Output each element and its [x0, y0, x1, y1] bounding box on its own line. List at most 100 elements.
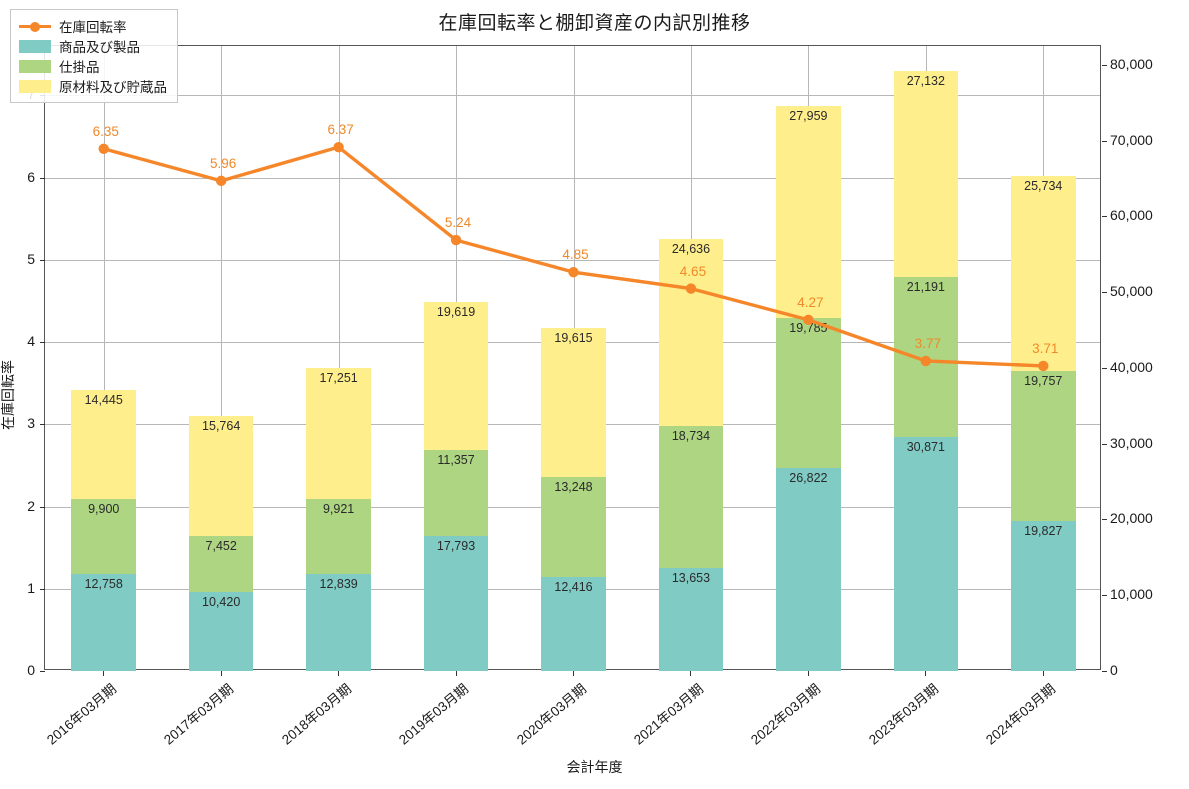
y-tick-mark-right: [1102, 64, 1107, 66]
legend-item[interactable]: 商品及び製品: [19, 36, 167, 56]
y-tick-mark-right: [1102, 443, 1107, 445]
legend-item[interactable]: 仕掛品: [19, 56, 167, 76]
legend-item[interactable]: 在庫回転率: [19, 16, 167, 36]
x-tick-label: 2018年03月期: [278, 681, 354, 748]
bar-value-label: 19,827: [1024, 523, 1063, 538]
bar-segment[interactable]: [306, 573, 371, 671]
y-tick-label-left: 6: [27, 168, 35, 185]
gridline-vertical: [338, 46, 340, 669]
bar-segment[interactable]: [306, 367, 371, 499]
y-tick-mark-left: [40, 506, 45, 508]
bar-value-label: 21,191: [906, 279, 945, 294]
y-tick-label-left: 1: [27, 579, 35, 596]
line-data-point[interactable]: [98, 143, 109, 154]
bar-segment[interactable]: [423, 536, 489, 671]
bar-segment[interactable]: [71, 499, 137, 575]
bar-value-label: 24,636: [671, 242, 711, 256]
bar-segment[interactable]: [541, 476, 606, 577]
line-value-label: 4.65: [679, 263, 707, 279]
y-tick-label-right: 30,000: [1110, 434, 1153, 451]
x-tick-mark: [455, 671, 457, 676]
bar-value-label: 17,251: [319, 370, 358, 385]
bar-segment[interactable]: [1010, 176, 1076, 372]
bar-segment[interactable]: [71, 389, 137, 500]
line-data-point[interactable]: [450, 234, 462, 246]
legend-label: 在庫回転率: [59, 20, 127, 35]
y-tick-mark-left: [40, 588, 45, 590]
legend-item[interactable]: 原材料及び貯蔵品: [19, 76, 167, 96]
line-data-point[interactable]: [803, 314, 814, 326]
y-tick-label-left: 5: [27, 250, 35, 267]
legend-label: 仕掛品: [59, 60, 100, 75]
y-tick-mark-left: [40, 259, 45, 261]
line-data-point[interactable]: [568, 266, 579, 278]
y-axis-label-left: 在庫回転率: [0, 359, 16, 430]
y-tick-mark-left: [40, 424, 45, 426]
y-tick-label-right: 70,000: [1110, 131, 1153, 148]
bar-segment[interactable]: [893, 437, 959, 671]
bar-segment[interactable]: [188, 592, 254, 671]
bar-value-label: 19,619: [436, 304, 476, 319]
legend-color-swatch: [19, 79, 51, 93]
x-tick-mark: [103, 671, 105, 676]
bar-segment[interactable]: [776, 467, 841, 671]
x-tick-label: 2023年03月期: [865, 681, 942, 748]
bar-value-label: 19,615: [554, 330, 593, 345]
line-series-layer: [98, 141, 1049, 372]
bar-segment[interactable]: [541, 327, 606, 477]
bar-value-label: 12,758: [84, 577, 123, 592]
line-data-point[interactable]: [685, 283, 697, 294]
bar-segment[interactable]: [188, 416, 254, 536]
bar-segment[interactable]: [893, 71, 959, 277]
bar-segment[interactable]: [658, 425, 724, 568]
bar-value-label: 30,871: [906, 440, 945, 455]
bar-segment[interactable]: [306, 498, 371, 574]
line-value-label: 3.77: [914, 335, 941, 351]
line-value-label: 5.24: [444, 215, 472, 231]
bar-value-label: 15,764: [202, 419, 241, 434]
y-tick-label-right: 0: [1110, 662, 1118, 678]
bar-value-label: 12,839: [319, 576, 358, 591]
y-tick-mark-left: [40, 342, 45, 344]
bar-value-label: 12,416: [554, 579, 593, 594]
bar-segment[interactable]: [776, 317, 841, 468]
gridline-horizontal: [45, 95, 1100, 97]
line-data-point[interactable]: [920, 355, 932, 367]
chart-legend: 在庫回転率 商品及び製品仕掛品 原材料及び貯蔵品: [10, 9, 178, 103]
line-data-point[interactable]: [333, 141, 344, 153]
bar-segment[interactable]: [776, 106, 841, 318]
line-data-point[interactable]: [215, 175, 227, 187]
y-tick-label-right: 50,000: [1110, 283, 1153, 300]
x-tick-mark: [925, 671, 927, 676]
x-tick-mark: [220, 671, 222, 676]
y-tick-mark-right: [1102, 140, 1107, 142]
bar-segment[interactable]: [1010, 520, 1076, 671]
legend-color-swatch: [19, 59, 51, 73]
line-value-label: 4.27: [797, 294, 824, 310]
y-tick-label-left: 0: [27, 662, 35, 678]
bar-segment[interactable]: [71, 574, 137, 671]
x-tick-mark: [573, 671, 574, 676]
x-tick-mark: [1042, 671, 1044, 676]
bar-segment[interactable]: [1010, 371, 1076, 521]
x-tick-mark: [690, 671, 692, 676]
plot-area: 12,758 9,900 14,445 10,420 7,452 15,764 12,839…: [40, 45, 1107, 676]
y-tick-mark-right: [1102, 671, 1107, 672]
bar-segment[interactable]: [658, 567, 724, 671]
bar-segment[interactable]: [423, 301, 489, 451]
y-tick-label-left: 4: [27, 333, 35, 350]
y-tick-mark-left: [40, 177, 45, 179]
bar-segment[interactable]: [188, 535, 254, 593]
y-tick-label-right: 60,000: [1110, 207, 1153, 224]
chart-title: 在庫回転率と棚卸資産の内訳別推移: [438, 13, 751, 34]
bar-segment[interactable]: [541, 576, 606, 671]
line-value-label: 6.37: [327, 122, 354, 138]
x-tick-mark: [807, 671, 809, 676]
line-data-point[interactable]: [1038, 360, 1049, 372]
bar-segment[interactable]: [423, 450, 489, 537]
bar-segment[interactable]: [658, 239, 724, 426]
bar-value-label: 19,757: [1024, 374, 1063, 389]
bar-value-label: 25,734: [1024, 179, 1063, 194]
bar-value-label: 27,132: [906, 74, 945, 89]
